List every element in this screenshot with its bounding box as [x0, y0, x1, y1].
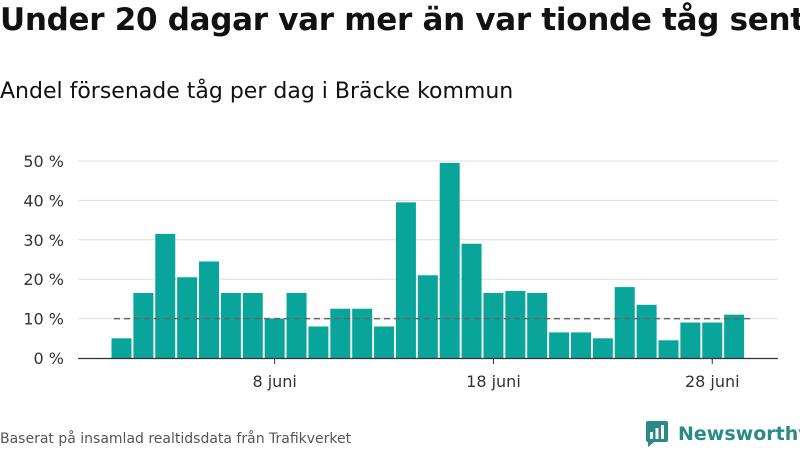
bar [549, 332, 570, 358]
bar [264, 318, 285, 358]
bar [614, 287, 635, 358]
bar [286, 292, 307, 358]
bar [242, 292, 263, 358]
brand-name: Newsworthy [678, 423, 800, 445]
y-tick-label: 0 % [34, 349, 64, 368]
bar [177, 277, 198, 358]
bar [505, 291, 526, 358]
bar [702, 322, 723, 358]
source-note: Baserat på insamlad realtidsdata från Tr… [0, 431, 352, 447]
bar [417, 275, 438, 358]
y-tick-label: 30 % [23, 231, 64, 250]
chart-title: Under 20 dagar var mer än var tionde tåg… [0, 2, 800, 38]
bar [483, 292, 504, 358]
y-tick-label: 10 % [23, 310, 64, 329]
x-tick-label: 18 juni [466, 372, 521, 391]
bar [111, 338, 132, 358]
bar [155, 233, 176, 358]
bar [636, 304, 657, 358]
bar [308, 326, 329, 358]
bar [133, 292, 154, 358]
bar [680, 322, 701, 358]
bar [592, 338, 613, 358]
bar [527, 292, 548, 358]
x-tick-label: 8 juni [252, 372, 296, 391]
bar [439, 162, 460, 358]
bar [199, 261, 220, 358]
y-tick-label: 40 % [23, 191, 64, 210]
bar [395, 202, 416, 358]
bar [330, 308, 351, 358]
bar [570, 332, 591, 358]
chart-subtitle: Andel försenade tåg per dag i Bräcke kom… [0, 79, 514, 104]
bar [352, 308, 373, 358]
newsworthy-logo: Newsworthy [644, 420, 800, 448]
bar [220, 292, 241, 358]
y-tick-label: 20 % [23, 270, 64, 289]
bar [461, 243, 482, 358]
bar [374, 326, 395, 358]
y-tick-label: 50 % [23, 152, 64, 171]
bar [658, 340, 679, 358]
bar [724, 314, 745, 358]
newsworthy-logo-icon [646, 421, 668, 447]
x-tick-label: 28 juni [685, 372, 740, 391]
